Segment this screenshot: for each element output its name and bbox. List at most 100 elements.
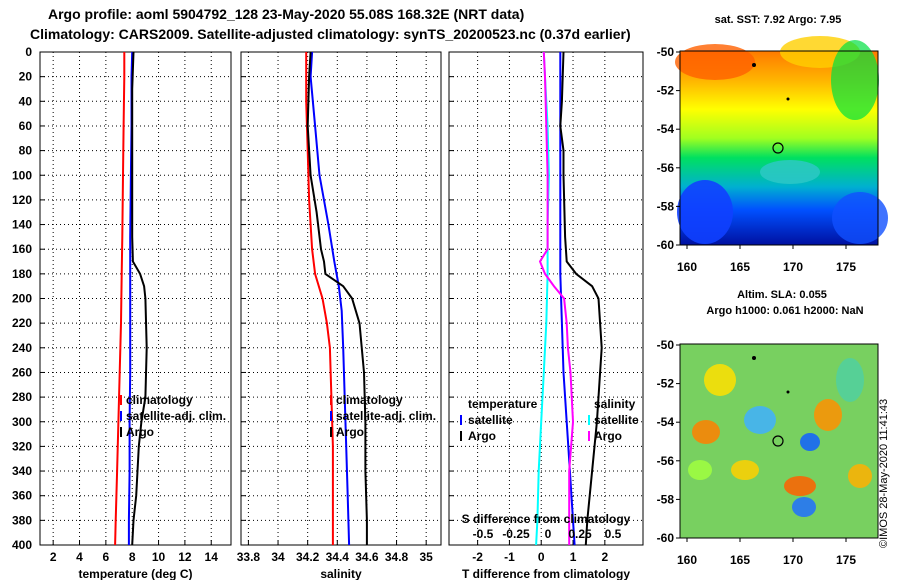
x-tick-label: 0 [538,550,545,564]
y-tick-label: 200 [12,292,32,306]
x-tick-label: 1 [570,550,577,564]
map-y-tick-label: -52 [657,84,675,98]
x-tick-label: 33.8 [237,550,261,564]
x2-tick-label: 0.25 [568,527,592,541]
map-anomaly-patch [744,406,776,434]
y-tick-label: 300 [12,415,32,429]
imos-stamp: ©IMOS 28-May-2020 11:41:43 [878,398,890,548]
map-anomaly-patch [731,460,759,480]
map-1-title: sat. SST: 7.92 Argo: 7.95 [715,14,842,26]
map-anomaly-patch [848,464,872,488]
map-anomaly-patch [692,420,720,444]
map-frame [679,50,879,246]
y-tick-label: 380 [12,513,32,527]
map-y-tick-label: -50 [657,45,675,59]
legend-label: climatology [126,393,193,407]
map-cold-patch [677,180,733,244]
legend-label: Argo [336,425,364,439]
series-line-temperature-argo [559,51,603,546]
map-2-title: Altim. SLA: 0.055 [737,289,827,301]
y-tick-label: 280 [12,390,32,404]
map-y-tick-label: -54 [657,122,675,136]
map-x-tick-label: 175 [836,260,856,274]
legend-label: satellite [594,413,639,427]
series-line-satellite-adj-clim- [309,51,351,546]
map-anomaly-patch [784,476,816,496]
map-frame [679,343,879,539]
island-marker [786,97,790,101]
x-axis-label: temperature (deg C) [78,567,192,580]
island-marker [786,390,790,394]
map-x-tick-label: 165 [730,553,750,567]
series-line-climatology [305,52,334,545]
x-tick-label: 2 [50,550,57,564]
x2-tick-label: -0.25 [502,527,530,541]
map-x-tick-label: 160 [677,553,697,567]
temperature-panel: 0 20 40 60 80 100 120 140 160 180 200 220 240 260 280 3… [12,45,232,580]
map-anomaly-patch [836,358,864,402]
map-y-tick-label: -58 [657,492,675,506]
chart-subtitle: Climatology: CARS2009. Satellite-adjuste… [30,26,631,42]
y-tick-label: 360 [12,489,32,503]
x-tick-label: 8 [129,550,136,564]
map-y-tick-label: -56 [657,161,675,175]
y-tick-label: 80 [19,144,33,158]
series-line-salinity-satellite [535,51,550,546]
legend-label: Argo [594,429,622,443]
x-tick-label: 35 [420,550,434,564]
legend-label: satellite [468,413,513,427]
x-tick-label: 34.6 [355,550,379,564]
map-2-subtitle: Argo h1000: 0.061 h2000: NaN [706,305,863,317]
x-tick-label: 10 [152,550,166,564]
map-y-tick-label: -50 [657,338,675,352]
series-line-argo [131,51,148,546]
x-tick-label: 12 [178,550,192,564]
map-y-tick-label: -58 [657,199,675,213]
map-x-tick-label: 170 [783,553,803,567]
island-marker [752,356,756,360]
y-tick-label: 320 [12,439,32,453]
x-tick-label: 34.4 [326,550,350,564]
difference-panel: -2 -1 0 1 2 T difference from climatology [448,51,644,580]
y-tick-label: 140 [12,218,32,232]
y-tick-label: 240 [12,341,32,355]
x-tick-label: 6 [103,550,110,564]
x-tick-label: 2 [601,550,608,564]
y-tick-label: 260 [12,365,32,379]
y-tick-label: 340 [12,464,32,478]
map-anomaly-patch [800,433,820,451]
map-anomaly-patch [792,497,816,517]
x-tick-label: -1 [504,550,515,564]
x2-tick-label: 0 [545,527,552,541]
legend-title-salinity: salinity [594,397,636,411]
map-anomaly-patch [688,460,712,480]
series-line-argo [306,51,368,545]
legend-label: satellite-adj. clim. [336,409,436,423]
y-tick-label: 120 [12,193,32,207]
argo-position-marker [772,142,784,154]
map-y-tick-label: -54 [657,415,675,429]
legend-label: Argo [468,429,496,443]
legend-label: satellite-adj. clim. [126,409,226,423]
map-y-tick-label: -52 [657,377,675,391]
x-tick-label: -2 [472,550,483,564]
island-marker [752,63,756,67]
temperature-frame [39,51,232,546]
x-tick-label: 14 [205,550,219,564]
y-tick-label: 180 [12,267,32,281]
y-tick-label: 40 [19,94,33,108]
map-x-tick-label: 175 [836,553,856,567]
map-x-tick-label: 165 [730,260,750,274]
map-anomaly-patch [814,399,842,431]
x2-tick-label: -0.5 [473,527,494,541]
map-green-patch [831,40,879,120]
salinity-panel: 33.8 34 34.2 34.4 34.6 34.8 35 salinity [237,51,442,580]
series-line-climatology [114,52,126,546]
argo-position-marker [772,435,784,447]
map-cold-patch [832,192,888,244]
map-y-tick-label: -60 [657,531,675,545]
y-tick-label: 400 [12,538,32,552]
map-cyan-patch [760,160,820,184]
map-y-tick-label: -60 [657,238,675,252]
